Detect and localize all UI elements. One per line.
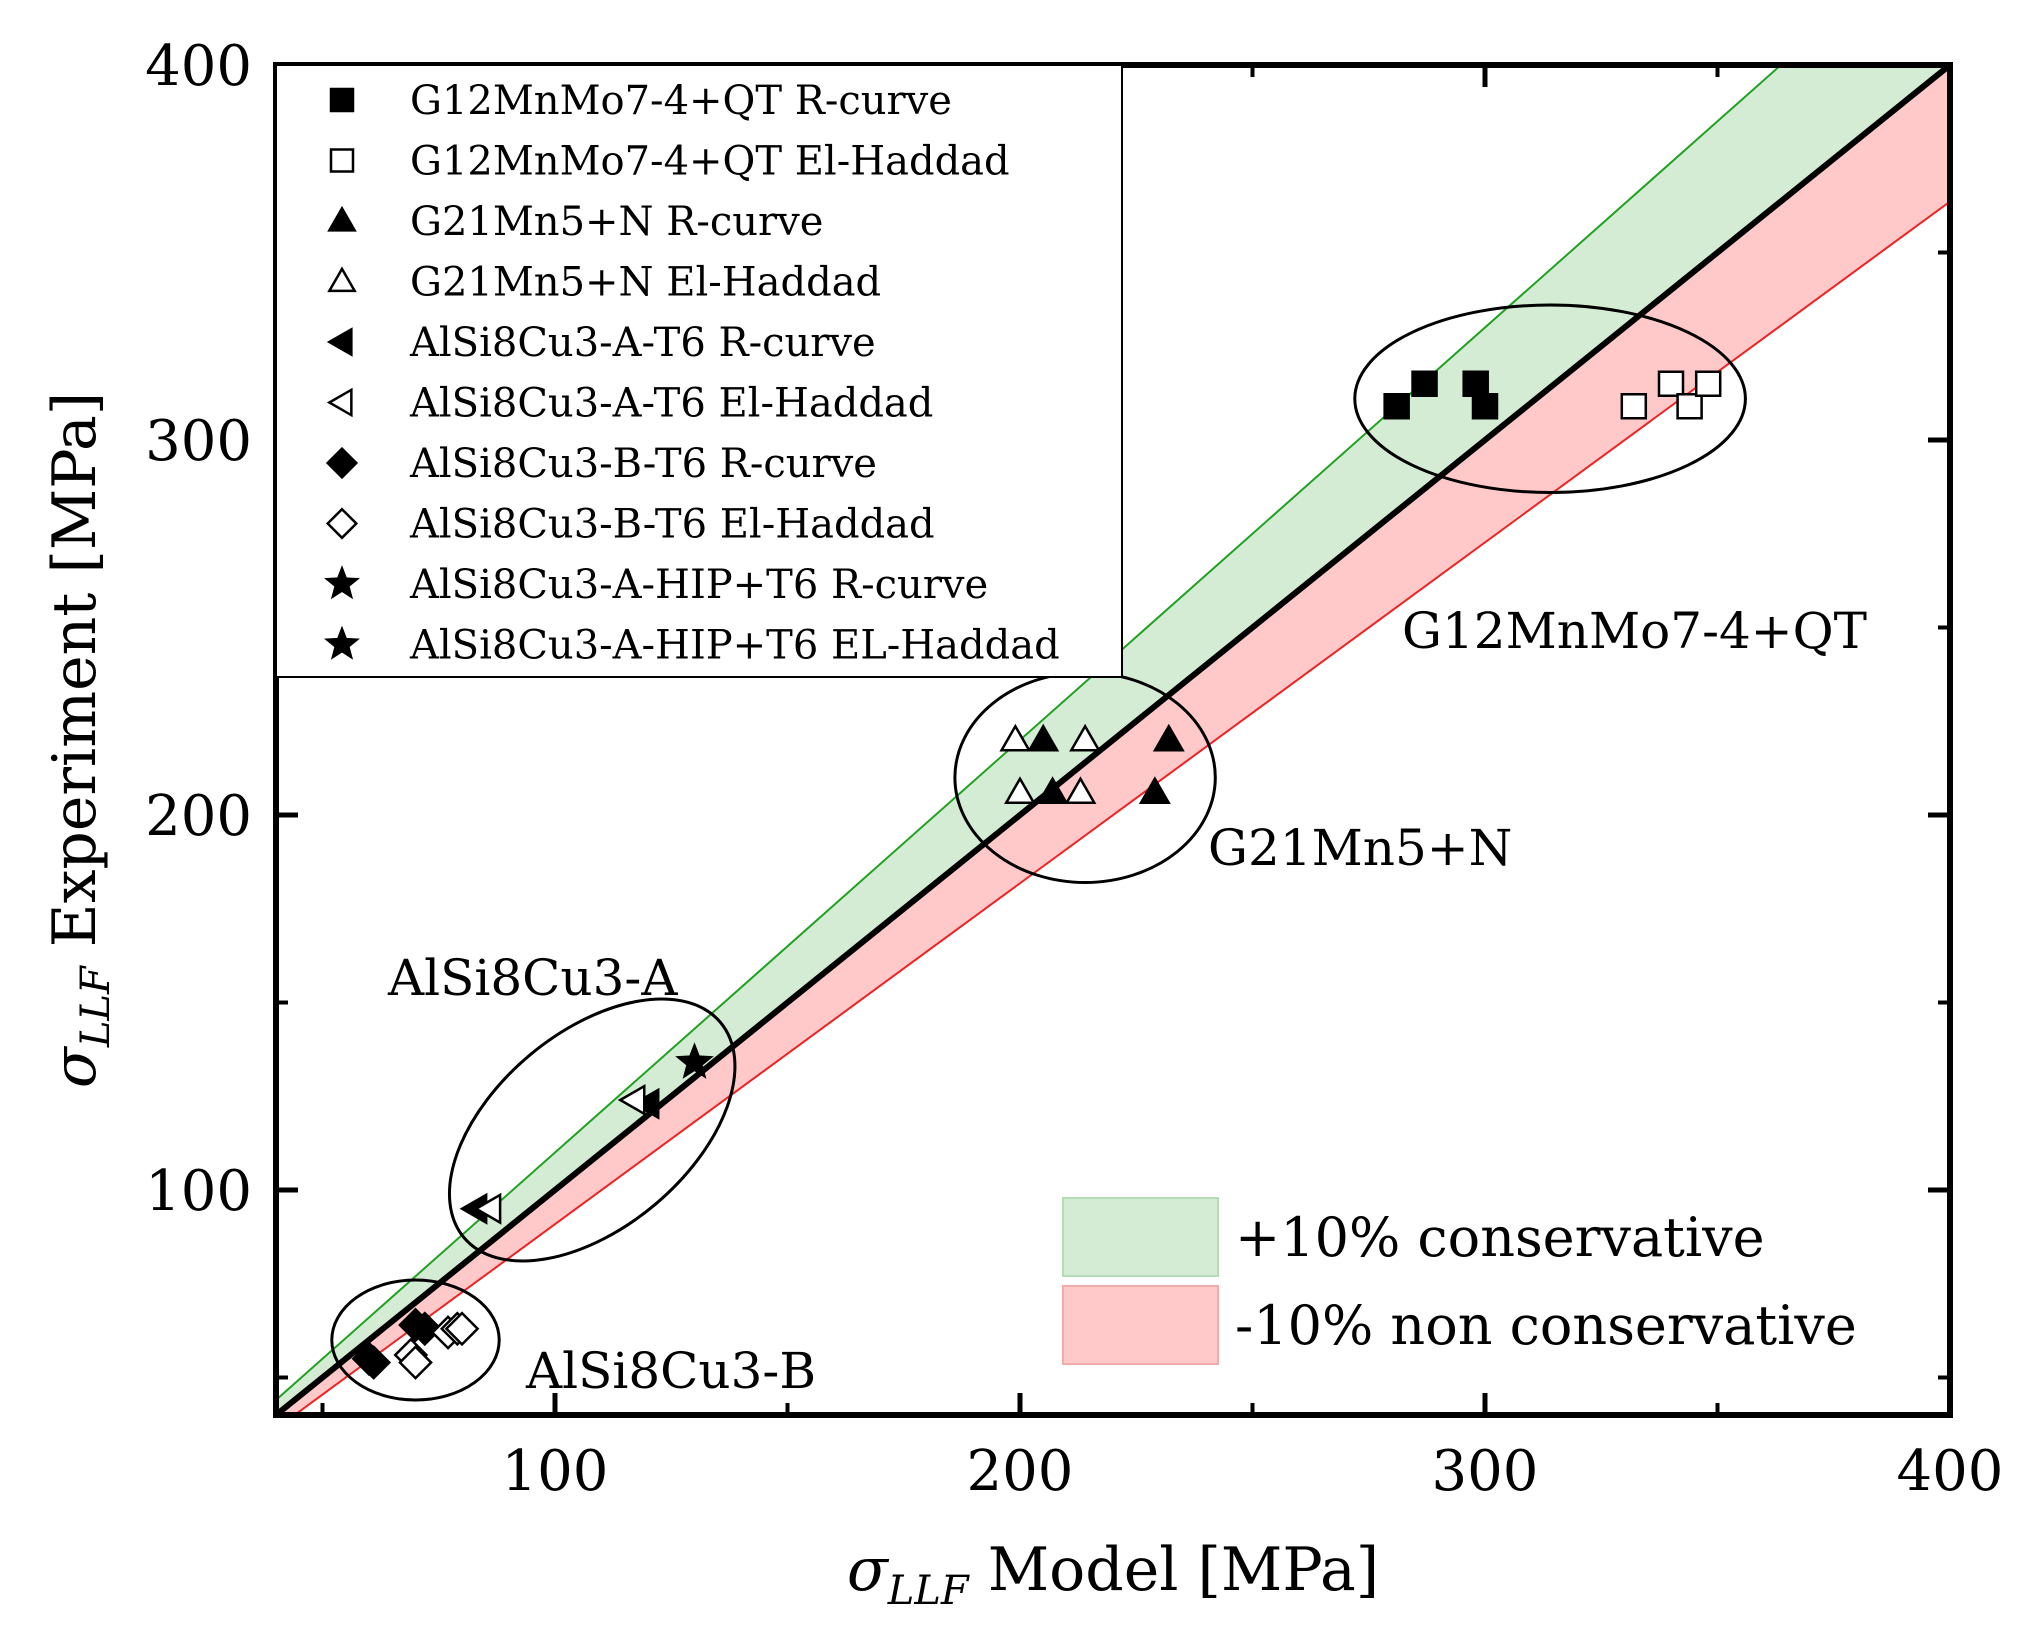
y-tick-label: 200 (145, 784, 252, 849)
data-point (1411, 370, 1438, 397)
data-point (407, 1311, 443, 1347)
legend-label: G21Mn5+N El-Haddad (410, 260, 881, 306)
data-point (1620, 393, 1648, 420)
legend-label: AlSi8Cu3-B-T6 R-curve (409, 441, 877, 487)
data-point (1471, 393, 1499, 420)
legend-label: AlSi8Cu3-A-T6 R-curve (409, 320, 876, 366)
data-point (631, 1087, 660, 1120)
x-tick-label: 100 (502, 1439, 609, 1504)
data-point (1004, 776, 1036, 804)
data-point (1462, 370, 1489, 397)
legend-label: AlSi8Cu3-B-T6 El-Haddad (409, 502, 935, 548)
group-ellipse-layer (330, 303, 1747, 1402)
axis-titles: σLLF Model [MPa] σLLF Experiment [MPa] (40, 392, 1379, 1614)
legend: G12MnMo7-4+QT R-curve G12MnMo7-4+QT El-Ha… (275, 64, 1123, 678)
group-label: G21Mn5+N (1208, 819, 1512, 877)
group-label-layer: G12MnMo7-4+QT G21Mn5+N AlSi8Cu3-A AlSi8Cu3-… (387, 602, 1867, 1400)
legend-marker (326, 327, 353, 357)
data-point (675, 1042, 714, 1079)
data-point (1657, 370, 1685, 397)
data-point (999, 723, 1032, 752)
legend-label: AlSi8Cu3-A-HIP+T6 R-curve (409, 562, 988, 608)
band-legend-label: +10% conservative (1235, 1206, 1765, 1269)
y-tick-label: 100 (145, 1159, 252, 1224)
legend-marker (327, 266, 357, 293)
legend-marker (324, 625, 360, 660)
legend-label: G21Mn5+N R-curve (410, 199, 823, 245)
group-ellipse (1353, 303, 1747, 494)
data-point (1676, 393, 1703, 420)
data-point (617, 1084, 646, 1116)
data-point (1383, 393, 1410, 420)
x-tick-label: 400 (1897, 1439, 2004, 1504)
legend-label: AlSi8Cu3-A-HIP+T6 EL-Haddad (409, 623, 1060, 669)
band-legend-swatch-conservative (1062, 1197, 1219, 1277)
group-label: AlSi8Cu3-A (387, 949, 678, 1007)
data-point (1036, 776, 1069, 804)
legend-marker (329, 87, 355, 113)
y-tick-label: 300 (145, 409, 252, 474)
data-point (473, 1192, 502, 1225)
x-tick-label: 300 (1432, 1439, 1539, 1504)
legend-label: G12MnMo7-4+QT El-Haddad (410, 139, 1010, 185)
data-point-layer (351, 370, 1722, 1380)
legend-marker (324, 565, 360, 600)
data-point (356, 1345, 392, 1380)
data-point (444, 1311, 480, 1347)
legend-label: G12MnMo7-4+QT R-curve (410, 78, 952, 124)
legend-marker (325, 507, 359, 540)
legend-label: AlSi8Cu3-A-T6 El-Haddad (409, 381, 933, 427)
one-to-one-line (276, 65, 1950, 1415)
legend-marker (325, 446, 359, 480)
y-tick-label: 400 (145, 34, 252, 99)
data-point (1064, 776, 1097, 804)
legend-marker (327, 205, 357, 232)
group-ellipse (447, 997, 737, 1263)
data-point (1069, 723, 1102, 752)
y-axis-title: σLLF Experiment [MPa] (40, 392, 119, 1088)
minus-10-line (292, 200, 1950, 1415)
legend-box (275, 64, 1123, 678)
data-point (398, 1345, 433, 1380)
data-point (1138, 776, 1171, 804)
band-legend-label: -10% non conservative (1235, 1294, 1857, 1357)
legend-marker (329, 148, 355, 173)
group-label: AlSi8Cu3-B (525, 1342, 816, 1400)
x-tick-label: 200 (967, 1439, 1074, 1504)
group-label: G12MnMo7-4+QT (1402, 602, 1867, 660)
group-ellipse (330, 1278, 501, 1402)
band-legend-swatch-non-conservative (1062, 1285, 1219, 1365)
band-legend: +10% conservative -10% non conservative (1062, 1197, 1857, 1365)
data-point (1694, 370, 1722, 397)
data-point (1152, 723, 1185, 752)
data-point (1027, 723, 1060, 752)
x-axis-title: σLLF Model [MPa] (847, 1535, 1379, 1614)
legend-marker (326, 387, 353, 418)
